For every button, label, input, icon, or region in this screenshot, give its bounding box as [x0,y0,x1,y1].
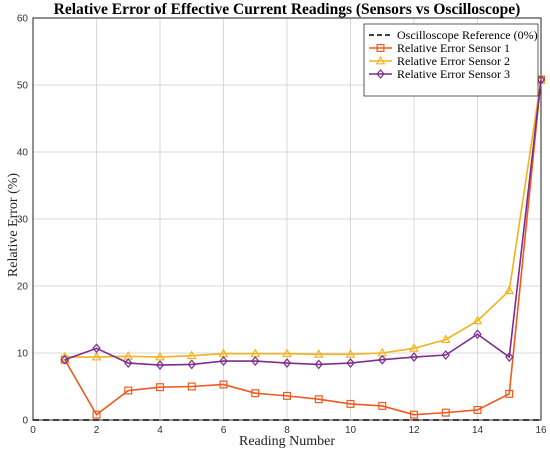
data-point [92,410,101,419]
data-point [92,343,101,354]
data-point [156,383,165,392]
legend-swatch-marker [376,43,385,52]
legend-label: Relative Error Sensor 2 [397,54,510,68]
data-point [124,386,133,395]
series-line [64,79,542,358]
data-point [378,401,387,410]
data-point [441,350,450,360]
y-tick-label: 30 [17,215,29,226]
data-point [409,343,419,352]
data-point [60,354,69,365]
data-point [504,285,515,295]
data-point [219,380,228,389]
y-axis-label: Relative Error (%) [6,173,21,278]
legend-item-sensor-2: Relative Error Sensor 2 [369,54,510,68]
series-line [64,79,542,416]
data-point [472,315,483,325]
series-sensor-2 [59,74,546,361]
x-tick-label: 4 [157,425,163,436]
data-point [155,351,165,361]
data-point [124,358,133,368]
data-point [251,356,260,366]
data-point [282,348,292,358]
data-point [378,354,387,365]
chart-title: Relative Error of Effective Current Read… [54,1,521,18]
x-axis-label: Reading Number [239,434,335,449]
y-tick-label: 40 [17,148,29,159]
data-point [440,334,451,343]
data-point [313,349,324,358]
data-point [186,350,197,360]
data-point [314,395,323,404]
series-sensor-1 [60,75,545,419]
x-tick-label: 16 [535,425,547,436]
data-point [346,358,355,368]
data-point [473,405,482,414]
series-layer [59,74,546,419]
legend-label: Relative Error Sensor 3 [397,67,510,81]
data-point [219,356,228,366]
legend-reference-label: Oscilloscope Reference (0%) [397,28,538,42]
x-tick-label: 6 [221,425,227,436]
data-point [155,360,165,370]
data-point [59,351,70,361]
data-point [282,358,292,368]
data-point [505,389,514,398]
x-tick-label: 8 [284,425,290,436]
y-tick-label: 50 [17,81,29,92]
legend-box [363,23,539,97]
data-point [251,389,260,398]
data-point [187,382,196,391]
grid-lines [32,17,542,421]
legend-swatch-marker [375,55,386,65]
x-tick-label: 14 [472,425,484,436]
data-point [409,352,419,362]
data-point [283,391,292,400]
legend-swatch-marker [376,69,385,79]
legend-item-sensor-3: Relative Error Sensor 3 [369,67,510,81]
y-tick-label: 10 [17,349,29,360]
data-point [410,410,419,419]
data-point [187,359,196,370]
x-tick-label: 0 [30,425,36,436]
data-point [346,399,355,408]
data-point [91,351,102,361]
legend-item-sensor-1: Relative Error Sensor 1 [369,41,510,55]
data-point [441,408,450,417]
legend-item-reference: Oscilloscope Reference (0%) [369,28,538,42]
series-sensor-3 [60,74,546,370]
data-point [505,352,514,362]
series-line [64,79,542,366]
y-tick-label: 20 [17,282,29,293]
data-point [345,349,356,358]
legend-label: Relative Error Sensor 1 [397,41,510,55]
legend: Oscilloscope Reference (0%) Relative Err… [363,23,539,97]
y-tick-label: 60 [17,14,29,25]
x-tick-label: 10 [345,425,357,436]
axis-ticks: 0 2 4 6 8 10 12 14 16 0 10 20 30 40 50 60 [17,14,547,437]
data-point [536,74,546,85]
x-tick-label: 2 [94,425,100,436]
y-tick-label: 0 [22,416,28,427]
data-point [314,359,323,370]
x-tick-label: 12 [408,425,420,436]
data-point [473,329,482,340]
